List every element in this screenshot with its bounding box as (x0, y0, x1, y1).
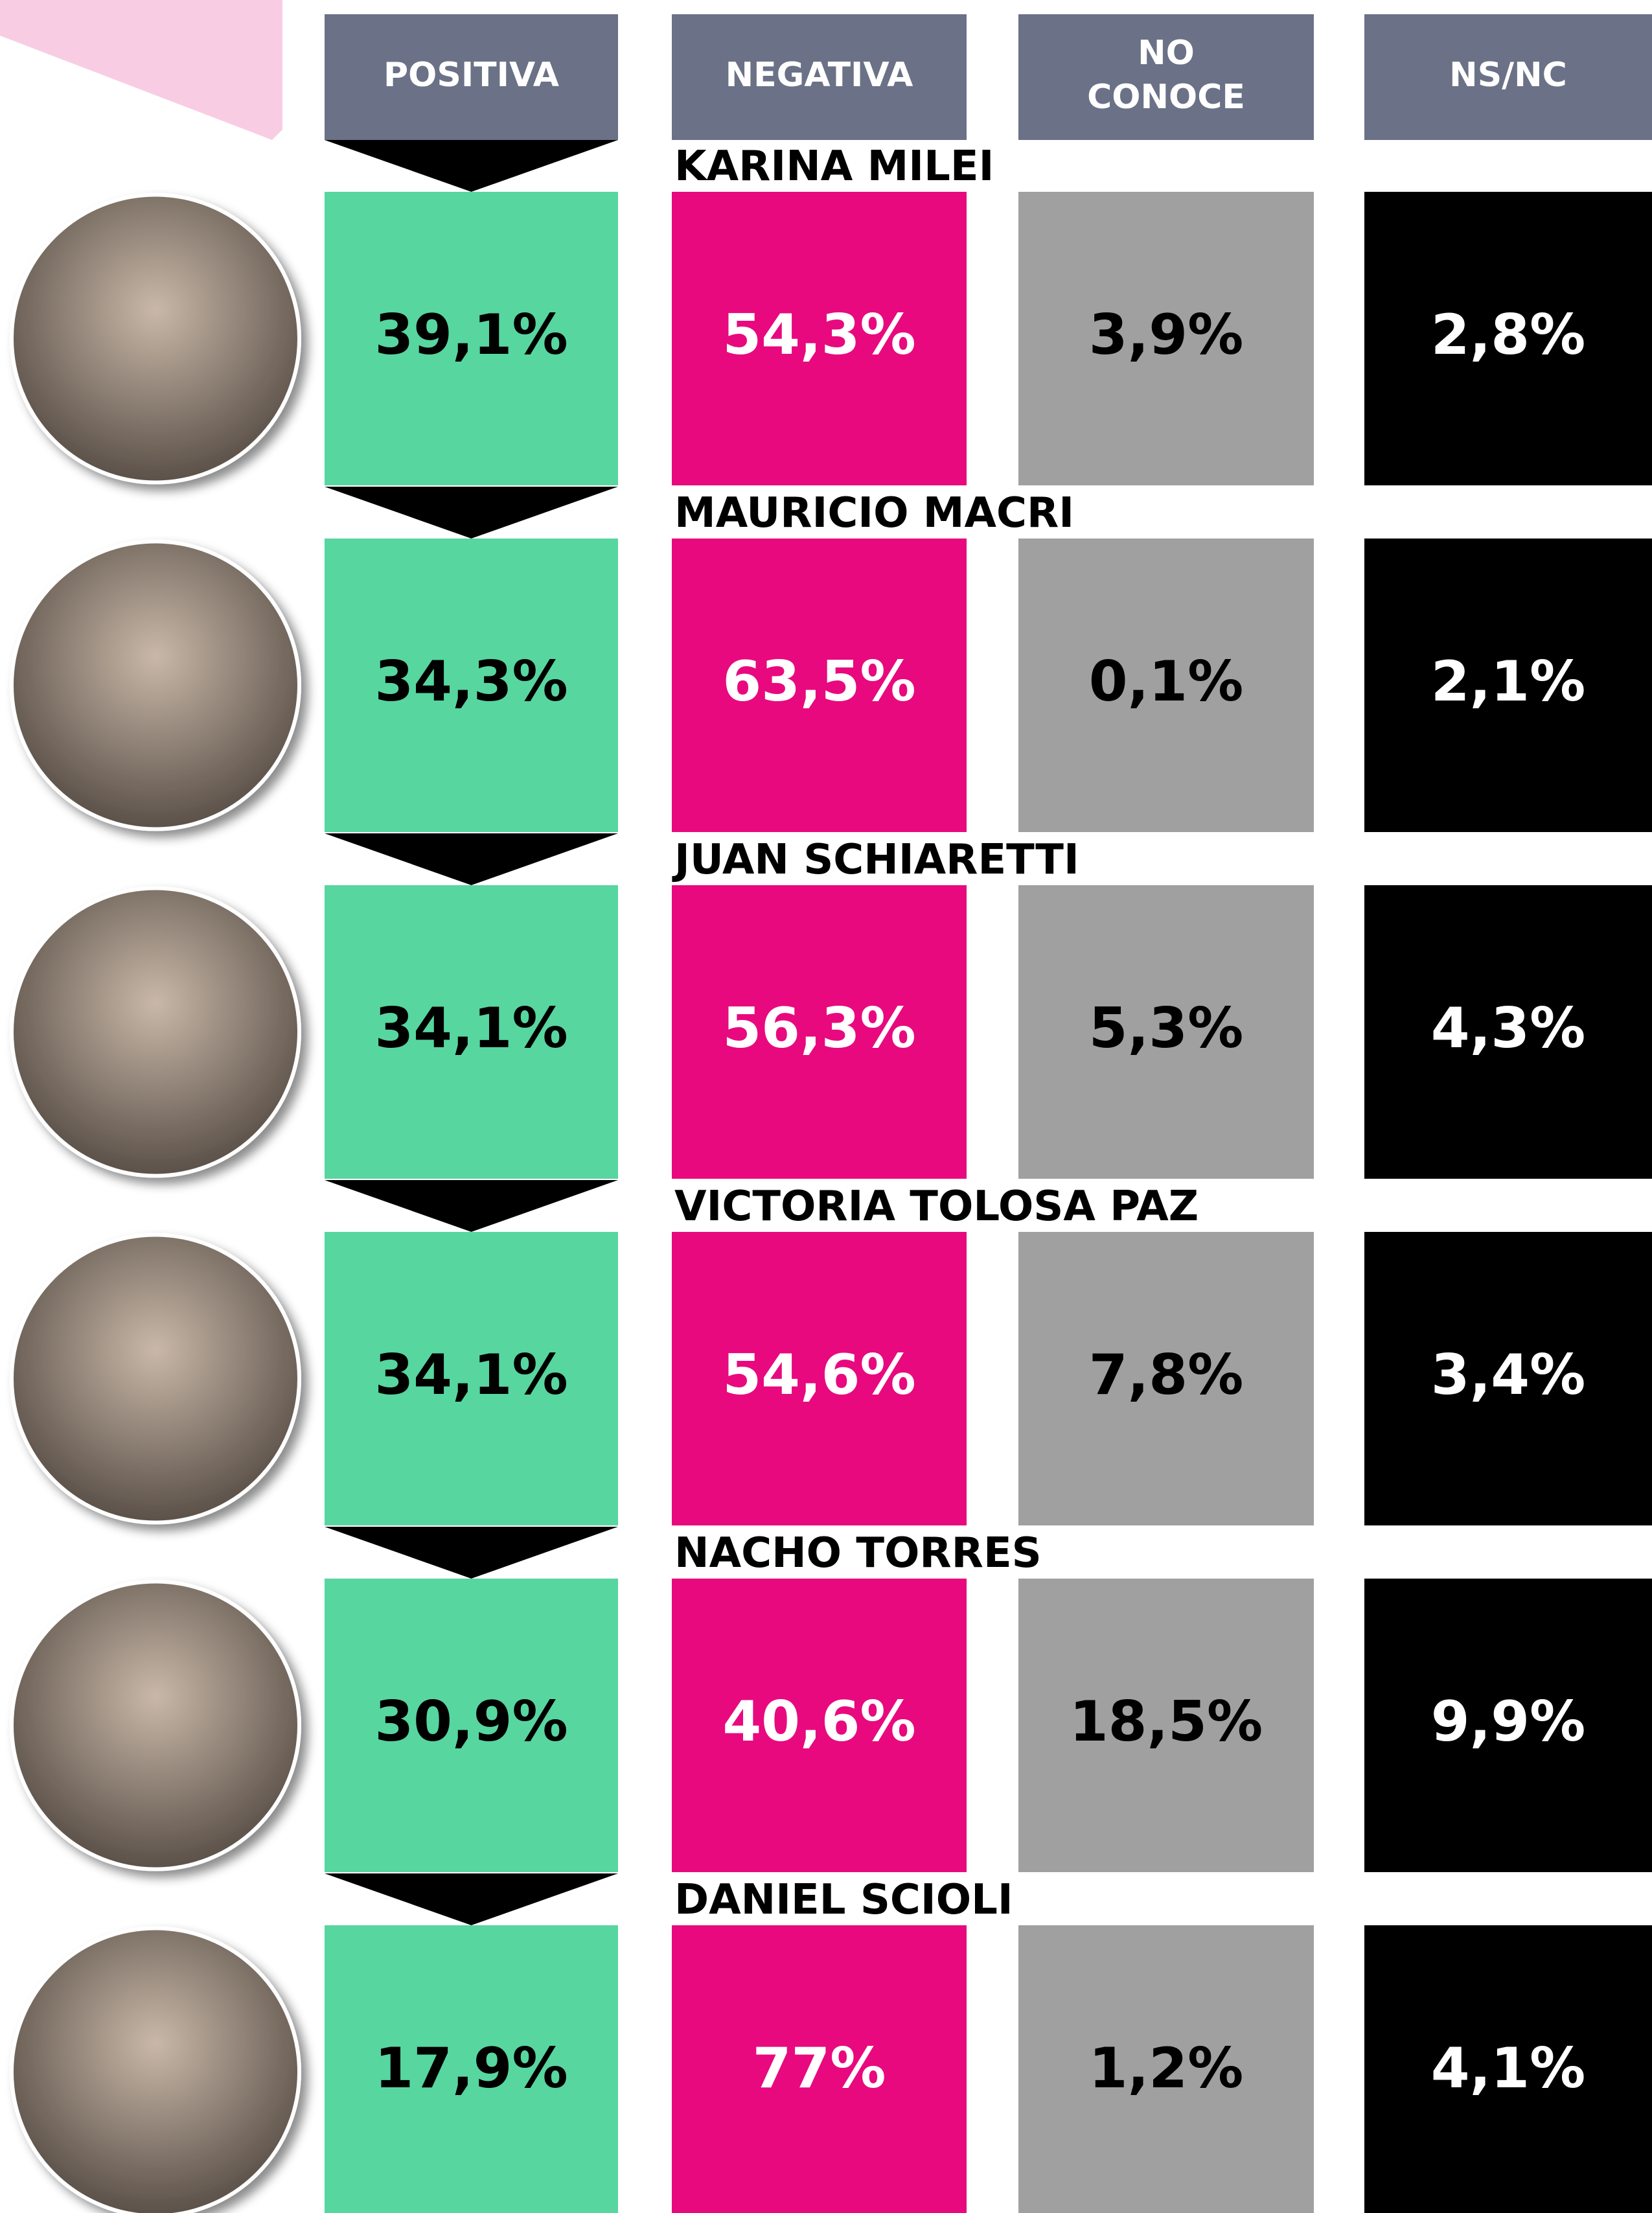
person-photo (10, 539, 301, 831)
person-name: JUAN SCHIARETTI (672, 836, 1079, 884)
value-label: 0,1% (1089, 649, 1244, 714)
person-name: DANIEL SCIOLI (674, 1876, 1013, 1924)
value-cell (325, 1579, 618, 1872)
value-label: 4,3% (1431, 996, 1586, 1061)
value-label: 39,1% (374, 303, 568, 367)
value-label: 1,2% (1089, 2036, 1244, 2101)
value-label: 34,3% (374, 649, 568, 714)
arrow (325, 1873, 618, 1925)
value-cell (672, 539, 967, 832)
value-cell (672, 885, 967, 1179)
value-cell (672, 1232, 967, 1525)
value-label: 3,4% (1431, 1343, 1586, 1408)
value-label: 9,9% (1431, 1689, 1586, 1754)
value-cell (1018, 1232, 1314, 1525)
header-cell (1364, 14, 1652, 140)
arrow (325, 1527, 618, 1579)
value-cell (1018, 192, 1314, 485)
value-label: 34,1% (374, 1343, 568, 1408)
value-label: 17,9% (374, 2036, 568, 2101)
person-photo (10, 1926, 301, 2213)
value-label: 3,9% (1089, 303, 1244, 367)
value-label: 2,8% (1431, 303, 1586, 367)
value-cell (1364, 192, 1652, 485)
value-label: 34,1% (374, 996, 568, 1061)
value-cell (325, 885, 618, 1179)
arrow (325, 140, 618, 192)
header-label: NEGATIVA (726, 56, 913, 95)
value-cell (1018, 539, 1314, 832)
person-photo (10, 1233, 301, 1525)
value-label: 54,6% (722, 1343, 915, 1408)
value-cell (325, 192, 618, 485)
value-label: 56,3% (722, 996, 915, 1061)
value-label: 4,1% (1431, 2036, 1586, 2101)
value-cell (1018, 1579, 1314, 1872)
value-cell (672, 1925, 967, 2213)
value-label: 30,9% (374, 1689, 568, 1754)
header-cell (325, 14, 618, 140)
value-label: 18,5% (1070, 1689, 1263, 1754)
header-label: CONOCE (1087, 78, 1245, 117)
header-label: POSITIVA (384, 56, 559, 95)
value-cell (1364, 885, 1652, 1179)
arrow (325, 1180, 618, 1232)
person-photo (10, 886, 301, 1178)
value-label: 77% (753, 2036, 886, 2101)
person-name: KARINA MILEI (674, 143, 994, 191)
header-cell (672, 14, 967, 140)
arrow (325, 487, 618, 539)
header-label: NO (1138, 34, 1195, 73)
header-cell (1018, 14, 1314, 140)
person-name: MAURICIO MACRI (674, 489, 1074, 537)
corner-decoration (0, 0, 282, 140)
value-cell (1364, 1232, 1652, 1525)
value-cell (1364, 1925, 1652, 2213)
person-name: NACHO TORRES (674, 1529, 1042, 1577)
value-cell (325, 1925, 618, 2213)
value-cell (1364, 539, 1652, 832)
value-label: 40,6% (722, 1689, 915, 1754)
arrow (325, 833, 618, 885)
value-cell (1364, 1579, 1652, 1872)
value-cell (672, 1579, 967, 1872)
value-label: 54,3% (722, 303, 915, 367)
value-cell (1018, 1925, 1314, 2213)
header-label: NS/NC (1449, 56, 1567, 95)
value-cell (325, 539, 618, 832)
value-cell (325, 1232, 618, 1525)
value-label: 63,5% (722, 649, 915, 714)
value-label: 2,1% (1431, 649, 1586, 714)
value-cell (672, 192, 967, 485)
value-label: 5,3% (1089, 996, 1244, 1061)
value-cell (1018, 885, 1314, 1179)
person-photo (10, 192, 301, 485)
value-label: 7,8% (1089, 1343, 1244, 1408)
person-photo (10, 1579, 301, 1871)
person-name: VICTORIA TOLOSA PAZ (674, 1183, 1199, 1231)
